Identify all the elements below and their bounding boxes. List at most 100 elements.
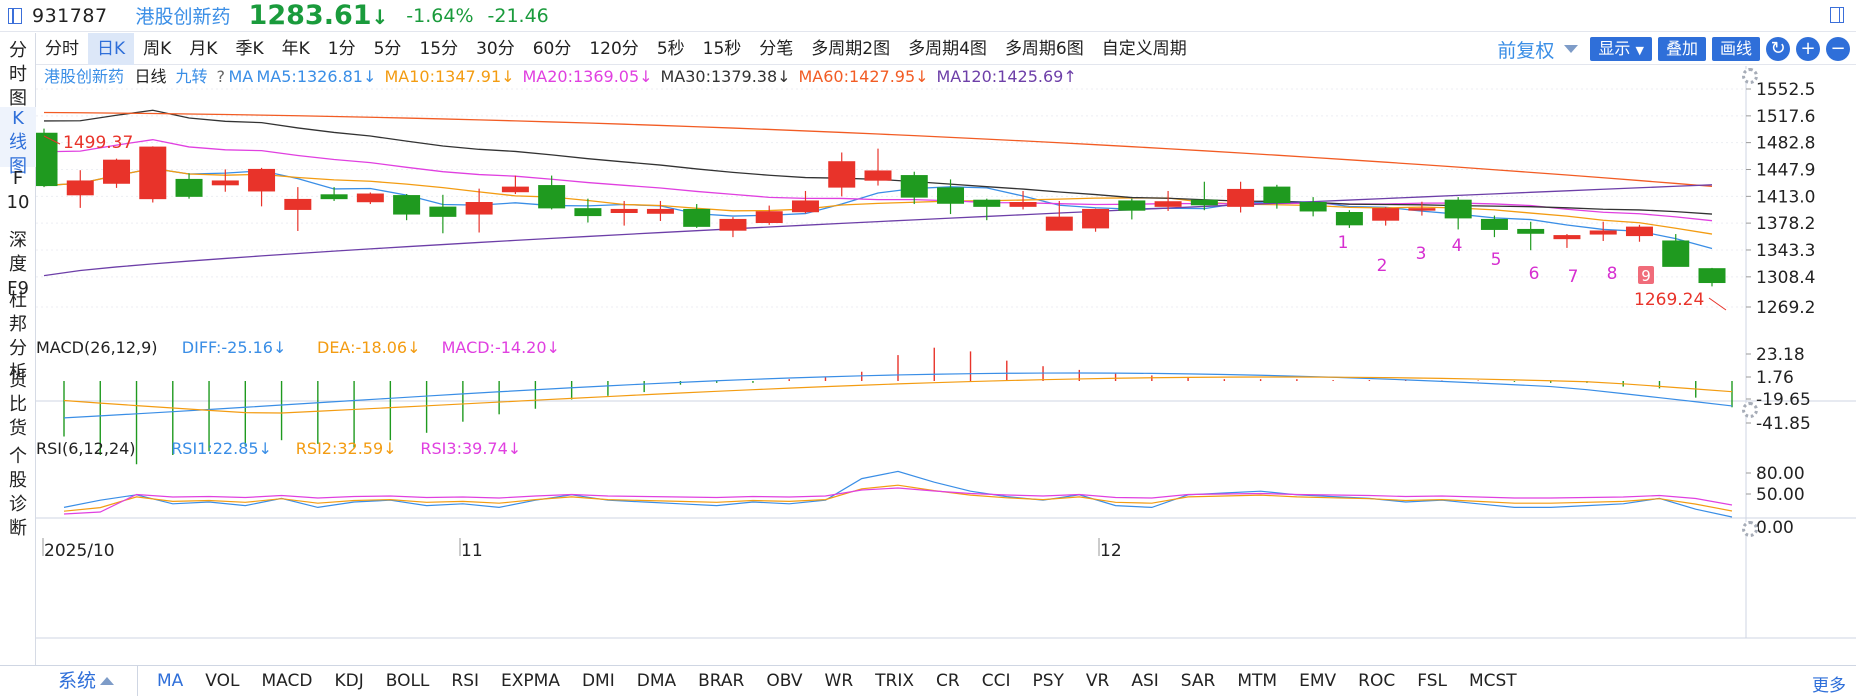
candle-body[interactable] <box>1625 226 1653 237</box>
candle-body[interactable] <box>103 159 131 184</box>
candle-body[interactable] <box>1480 218 1508 230</box>
period-tab-5[interactable]: 年K <box>281 38 310 59</box>
candle-body[interactable] <box>1263 186 1291 204</box>
indicator-tab-rsi[interactable]: RSI <box>451 670 480 691</box>
indicator-tab-cr[interactable]: CR <box>936 670 960 691</box>
candle-body[interactable] <box>1227 188 1255 207</box>
macd-settings-icon[interactable] <box>1742 402 1758 418</box>
candle-body[interactable] <box>1698 268 1726 284</box>
candle-body[interactable] <box>1662 240 1690 267</box>
indicator-tab-mcst[interactable]: MCST <box>1468 670 1517 691</box>
refresh-icon[interactable]: ↻ <box>1766 37 1790 61</box>
indicator-tab-macd[interactable]: MACD <box>261 670 313 691</box>
indicator-tab-vr[interactable]: VR <box>1085 670 1110 691</box>
candle-body[interactable] <box>1190 199 1218 206</box>
candle-body[interactable] <box>501 186 529 193</box>
candle-body[interactable] <box>284 198 312 210</box>
indicator-tab-fsl[interactable]: FSL <box>1417 670 1447 691</box>
sidebar-toggle-icon[interactable] <box>8 7 22 24</box>
period-tab-0[interactable]: 分时 <box>45 38 79 59</box>
stock-name[interactable]: 港股创新药 <box>135 6 231 28</box>
indicator-tab-roc[interactable]: ROC <box>1358 670 1396 691</box>
indicator-tab-psy[interactable]: PSY <box>1032 670 1064 691</box>
candle-body[interactable] <box>864 170 892 181</box>
candle-body[interactable] <box>1444 199 1472 219</box>
indicator-tab-dma[interactable]: DMA <box>636 670 677 691</box>
candle-body[interactable] <box>719 218 747 231</box>
indicator-tab-asi[interactable]: ASI <box>1131 670 1159 691</box>
candle-body[interactable] <box>1118 200 1146 211</box>
overlay-button[interactable]: 叠加 <box>1657 37 1706 61</box>
left-tab-5[interactable]: 货比货 <box>9 370 27 439</box>
candle-body[interactable] <box>828 161 856 188</box>
period-tab-16[interactable]: 多周期4图 <box>908 38 987 59</box>
candle-body[interactable] <box>211 180 239 186</box>
indicator-tab-brar[interactable]: BRAR <box>698 670 745 691</box>
period-tab-18[interactable]: 自定义周期 <box>1101 38 1187 59</box>
period-tab-17[interactable]: 多周期6图 <box>1004 38 1084 59</box>
main-settings-icon[interactable] <box>1742 68 1758 84</box>
candle-body[interactable] <box>175 178 203 197</box>
period-tab-14[interactable]: 分笔 <box>759 38 794 59</box>
kline-chart[interactable]: 港股创新药 日线 九转? MA MA5:1326.81↓ MA10:1347.91↓ MA2… <box>36 66 1856 664</box>
indicator-tab-cci[interactable]: CCI <box>981 670 1011 691</box>
period-tab-4[interactable]: 季K <box>235 38 264 59</box>
indicator-tab-sar[interactable]: SAR <box>1180 670 1216 691</box>
candle-body[interactable] <box>139 146 167 200</box>
period-tab-12[interactable]: 5秒 <box>656 38 685 59</box>
candle-body[interactable] <box>248 168 276 192</box>
candle-body[interactable] <box>1045 216 1073 231</box>
left-tab-4[interactable]: 杜邦分析 <box>9 290 27 383</box>
candle-body[interactable] <box>1009 202 1037 207</box>
period-tab-9[interactable]: 30分 <box>476 38 515 59</box>
period-tab-10[interactable]: 60分 <box>532 38 572 59</box>
zoom-in-icon[interactable]: + <box>1796 37 1820 61</box>
candle-body[interactable] <box>1335 212 1363 226</box>
candle-body[interactable] <box>66 180 94 196</box>
display-button[interactable]: 显示 ▼ <box>1590 37 1652 61</box>
candle-body[interactable] <box>320 194 348 200</box>
candle-body[interactable] <box>1589 230 1617 235</box>
period-tab-3[interactable]: 月K <box>189 38 218 59</box>
indicator-tab-mtm[interactable]: MTM <box>1237 670 1278 691</box>
indicator-tab-kdj[interactable]: KDJ <box>334 670 364 691</box>
candle-body[interactable] <box>1154 201 1182 207</box>
chevron-down-icon[interactable] <box>1564 45 1579 53</box>
indicator-tab-expma[interactable]: EXPMA <box>501 670 560 691</box>
candle-body[interactable] <box>465 202 493 215</box>
left-tab-2[interactable]: F 10 <box>6 168 30 213</box>
more-indicators-link[interactable]: 更多 <box>1812 676 1846 696</box>
period-tab-13[interactable]: 15秒 <box>702 38 742 59</box>
candle-body[interactable] <box>393 195 421 215</box>
candle-body[interactable] <box>900 175 928 198</box>
candle-body[interactable] <box>646 208 674 214</box>
candle-body[interactable] <box>610 208 638 214</box>
candle-body[interactable] <box>574 208 602 217</box>
period-tab-8[interactable]: 15分 <box>419 38 459 59</box>
period-tab-6[interactable]: 1分 <box>327 38 356 59</box>
left-tab-3[interactable]: 深度 F9 <box>7 230 29 299</box>
candle-body[interactable] <box>1372 208 1400 221</box>
candle-body[interactable] <box>1517 228 1545 234</box>
zoom-out-icon[interactable]: − <box>1826 37 1850 61</box>
candle-body[interactable] <box>973 199 1001 207</box>
period-tab-2[interactable]: 周K <box>143 38 172 59</box>
indicator-tab-ma[interactable]: MA <box>157 670 184 691</box>
rsi-settings-icon[interactable] <box>1742 521 1758 537</box>
indicator-tab-emv[interactable]: EMV <box>1299 670 1337 691</box>
candle-body[interactable] <box>1408 208 1436 211</box>
indicator-tab-vol[interactable]: VOL <box>205 670 240 691</box>
indicator-tab-trix[interactable]: TRIX <box>875 670 915 691</box>
indicator-tab-dmi[interactable]: DMI <box>581 670 615 691</box>
candle-body[interactable] <box>937 187 965 204</box>
left-tab-0[interactable]: 分时图 <box>9 40 27 109</box>
candle-body[interactable] <box>1082 208 1110 229</box>
candle-body[interactable] <box>36 132 58 187</box>
period-tab-1[interactable]: 日K <box>88 32 135 65</box>
system-menu[interactable]: 系统 <box>0 665 138 696</box>
period-tab-7[interactable]: 5分 <box>373 38 402 59</box>
candle-body[interactable] <box>538 185 566 209</box>
period-tab-11[interactable]: 120分 <box>589 38 639 59</box>
left-tab-6[interactable]: 个股诊断 <box>9 446 27 539</box>
